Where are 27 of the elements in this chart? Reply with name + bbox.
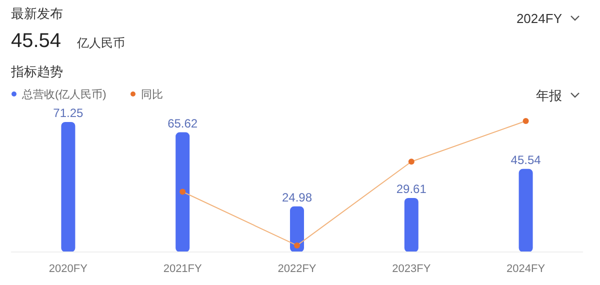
- bar: [176, 132, 190, 252]
- point: [522, 118, 529, 124]
- point: [408, 158, 414, 165]
- data-label: 45.54: [510, 152, 542, 167]
- data-label: 71.25: [53, 106, 84, 120]
- x-tick-label: 2022FY: [278, 263, 317, 275]
- x-tick-label: 2024FY: [506, 263, 546, 275]
- point: [180, 188, 186, 195]
- legend-label: 总营收(亿人民币): [21, 88, 106, 101]
- x-tick-label: 2021FY: [163, 263, 203, 275]
- text: 亿人民币: [76, 36, 125, 50]
- bar: [290, 206, 304, 252]
- bar: [518, 168, 533, 252]
- text: 年报: [536, 88, 562, 103]
- data-label: 65.62: [168, 116, 198, 130]
- bar: [61, 122, 76, 252]
- text: 最新发布: [11, 6, 63, 21]
- chart-title: 指标趋势: [10, 64, 63, 79]
- x-tick-label: 2023FY: [392, 263, 432, 275]
- text: 45.54: [11, 30, 62, 52]
- data-label: 24.98: [282, 190, 312, 204]
- legend-label: 同比: [141, 88, 163, 101]
- bar: [404, 198, 418, 252]
- data-label: 29.61: [396, 182, 427, 196]
- point: [294, 242, 300, 248]
- x-tick-label: 2020FY: [48, 263, 88, 275]
- text: 2024FY: [516, 11, 562, 26]
